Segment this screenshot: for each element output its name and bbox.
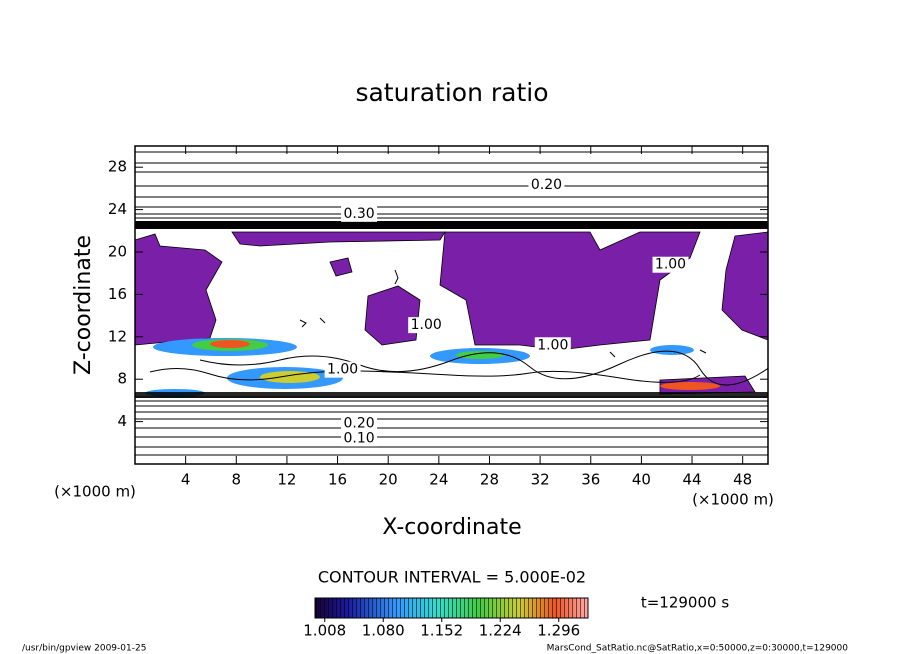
x-tick-label: 28 [480, 471, 499, 489]
x-tick-label: 20 [379, 471, 398, 489]
contour-label-bg [652, 256, 689, 273]
y-tick-label: 4 [117, 412, 127, 430]
x-unit-label: (×1000 m) [54, 483, 136, 501]
contour-label-bg [341, 415, 378, 432]
x-unit-label: (×1000 m) [692, 491, 774, 509]
colorbar-tick-label: 1.152 [420, 622, 463, 640]
contour-label-bg [408, 317, 445, 334]
x-tick-label: 12 [277, 471, 296, 489]
time-label: t=129000 s [641, 594, 729, 612]
contour-interval: CONTOUR INTERVAL = 5.000E-02 [318, 568, 586, 587]
contour-label-bg [324, 361, 361, 378]
contour-label: 1.00 [655, 257, 686, 273]
contour-label-bg [528, 177, 565, 194]
colorbar-stripes [315, 598, 588, 618]
x-tick-label: 16 [328, 471, 347, 489]
contour-label: 1.00 [411, 317, 442, 333]
y-tick-label: 12 [108, 327, 127, 345]
colorbar-tick-label: 1.296 [537, 622, 580, 640]
y-tick-label: 8 [117, 370, 127, 388]
colorbar-tick-label: 1.080 [362, 622, 405, 640]
contour-label-bg [341, 205, 378, 222]
contour-label: 0.20 [343, 416, 374, 432]
contour-label-bg [534, 337, 571, 354]
field [135, 151, 768, 456]
x-tick-label: 4 [181, 471, 191, 489]
contour-label: 0.20 [531, 177, 562, 193]
colorbar-tick-label: 1.224 [479, 622, 522, 640]
plot-frame [134, 145, 769, 465]
contour-label: 0.30 [343, 206, 374, 222]
y-axis-label: Z-coordinate [71, 235, 96, 375]
x-tick-label: 32 [531, 471, 550, 489]
y-tick-label: 20 [108, 243, 127, 261]
x-tick-label: 36 [581, 471, 600, 489]
x-tick-label: 8 [232, 471, 242, 489]
y-tick-label: 24 [108, 200, 127, 218]
contour-label: 1.00 [327, 362, 358, 378]
contour-label: 0.10 [343, 431, 374, 447]
x-tick-label: 40 [632, 471, 651, 489]
contour-labels: 0.200.300.100.201.001.001.001.00 [324, 177, 689, 447]
contour-label-bg [341, 430, 378, 447]
y-tick-label: 16 [108, 285, 127, 303]
colorbar-tick-label: 1.008 [303, 622, 346, 640]
x-tick-label: 44 [682, 471, 701, 489]
chart-title: saturation ratio [355, 78, 548, 107]
x-tick-label: 48 [733, 471, 752, 489]
y-tick-label: 28 [108, 158, 127, 176]
footer-left: /usr/bin/gpview 2009-01-25 [22, 644, 146, 654]
x-axis-label: X-coordinate [382, 515, 521, 540]
contour-label: 1.00 [537, 337, 568, 353]
x-tick-label: 24 [429, 471, 448, 489]
footer-right: MarsCond_SatRatio.nc@SatRatio,x=0:50000,… [547, 644, 849, 654]
